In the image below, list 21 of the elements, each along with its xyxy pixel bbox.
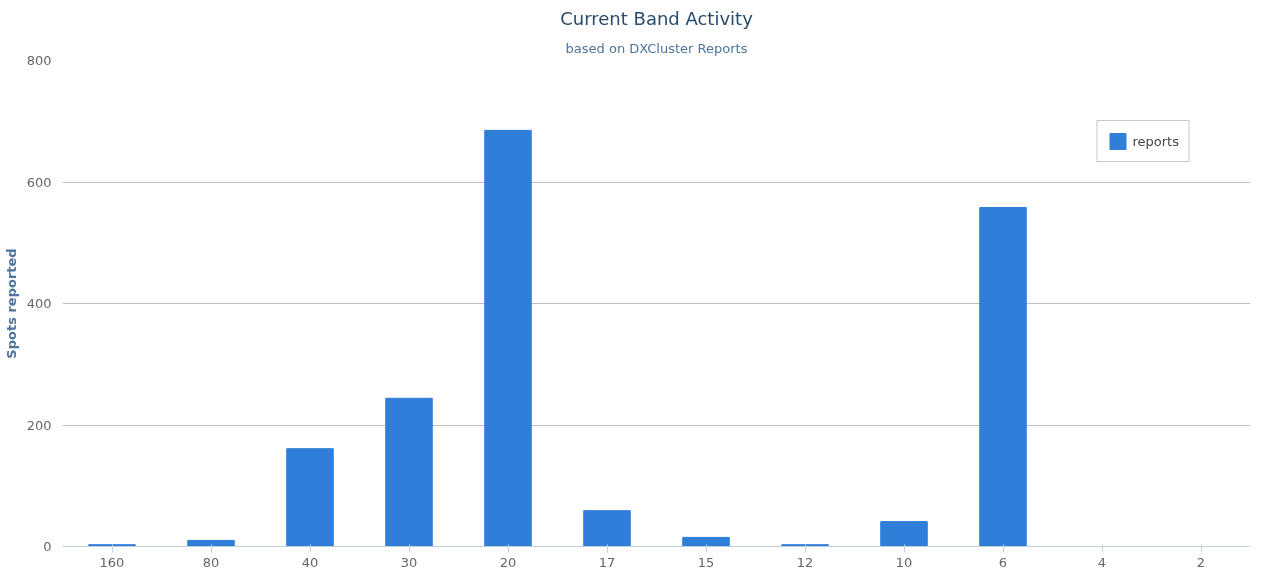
legend-label: reports	[1132, 133, 1179, 149]
x-tick-label: 12	[796, 554, 814, 569]
x-tick-label: 6	[998, 554, 1008, 569]
x-tick-label: 4	[1097, 554, 1107, 569]
y-axis-title: Spots reported	[3, 248, 19, 359]
x-tick-label: 30	[400, 554, 418, 569]
x-tick-label: 17	[598, 554, 616, 569]
x-tick-label: 10	[895, 554, 913, 569]
y-tick-label: 200	[26, 417, 52, 433]
chart-subtitle: based on DXCluster Reports	[565, 40, 748, 56]
y-tick-label: 400	[26, 296, 52, 311]
y-tick-label: 0	[43, 539, 52, 554]
x-tick-label: 160	[99, 554, 125, 569]
x-tick-label: 2	[1196, 554, 1206, 569]
x-tick-label: 80	[202, 554, 220, 569]
chart-title: Current Band Activity	[560, 7, 754, 29]
y-tick-label: 800	[26, 53, 52, 68]
x-tick-label: 15	[697, 554, 715, 569]
x-tick-label: 40	[301, 554, 319, 569]
x-tick-label: 20	[499, 554, 517, 569]
y-tick-label: 600	[26, 174, 52, 190]
